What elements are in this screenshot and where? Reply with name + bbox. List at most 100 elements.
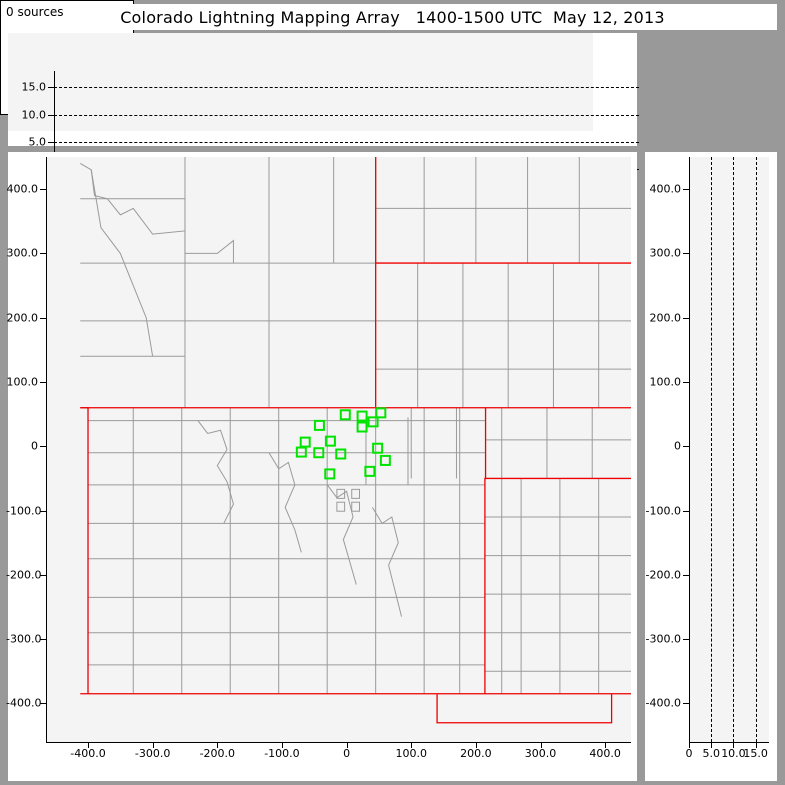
x-tick-label: 100.0 (395, 747, 427, 760)
oklahoma-panhandle-border (436, 693, 613, 724)
y-tick (40, 639, 47, 641)
x-tick (411, 742, 413, 748)
y-tick (40, 189, 47, 191)
y-tick (48, 87, 55, 89)
x-tick-label: 200.0 (460, 747, 492, 760)
co-mountain-line (268, 452, 302, 553)
x-tick-label: -200.0 (199, 747, 236, 760)
y-tick-label: -200.0 (645, 568, 681, 582)
x-tick-label: -300.0 (134, 747, 171, 760)
y-tick-label: 100.0 (6, 375, 39, 389)
x-tick-label: -400.0 (70, 747, 106, 760)
lightning-source-marker (375, 407, 387, 419)
county-boundaries (80, 157, 631, 694)
y-tick (683, 189, 690, 191)
altitude-vs-north-plot-area[interactable] (689, 157, 769, 742)
y-tick (40, 253, 47, 255)
x-tick (711, 742, 713, 748)
x-tick-label: 0 (343, 747, 351, 760)
y-tick (40, 446, 47, 448)
lightning-source-marker (299, 436, 311, 448)
state-boundaries (80, 157, 631, 724)
y-tick-label: -200.0 (6, 568, 42, 582)
y-tick-label: 5.0 (28, 135, 47, 149)
altitude-vs-east-y-axis (54, 71, 55, 169)
denver-metro-county (336, 501, 346, 512)
x-tick-label: -100.0 (264, 747, 300, 760)
y-tick (48, 114, 55, 116)
y-tick (683, 446, 690, 448)
title-bar: Colorado Lightning Mapping Array 1400-15… (8, 4, 777, 30)
y-tick-label: 300.0 (6, 246, 39, 260)
y-tick-label: -100.0 (645, 504, 681, 518)
x-tick (689, 742, 690, 748)
lightning-source-marker (324, 435, 336, 447)
gridline-vertical (755, 157, 757, 742)
co-mountain-line (197, 420, 234, 524)
map-geometry (80, 157, 631, 724)
y-tick-label: 400.0 (649, 182, 682, 196)
wy-mountain-line (107, 198, 234, 264)
altitude-vs-east-panel: 05.010.015.0-400.0-300.0-200.0-100.00100… (8, 33, 639, 186)
gridline-horizontal (54, 87, 639, 89)
co-mountain-line (326, 484, 357, 585)
y-tick-label: -400.0 (6, 696, 42, 710)
x-tick (605, 742, 607, 748)
gridline-horizontal (54, 141, 639, 143)
plan-view-map-panel: -400.0 -300.0 -200.0 -100.0 0 100.0 200.0 300.0… (6, 152, 637, 781)
colorado-west-border (80, 407, 89, 694)
y-tick-label: -100.0 (6, 504, 42, 518)
lightning-source-marker (335, 448, 347, 460)
lightning-source-marker (313, 419, 325, 431)
gridline-horizontal (54, 114, 639, 116)
page-title: Colorado Lightning Mapping Array 1400-15… (120, 7, 665, 27)
altitude-vs-east-plot-area[interactable] (8, 33, 593, 131)
y-tick-label: -300.0 (645, 632, 681, 646)
y-tick (40, 574, 47, 576)
lightning-source-marker (295, 446, 307, 458)
x-tick (540, 742, 542, 748)
wy-west-range (90, 169, 154, 357)
denver-metro-county (351, 501, 361, 512)
lightning-source-marker (324, 468, 336, 480)
y-tick-label: -400.0 (645, 696, 681, 710)
y-tick-label: 200.0 (649, 311, 682, 325)
lightning-source-marker (367, 416, 379, 428)
x-tick-label: 400.0 (589, 747, 621, 760)
altitude-vs-north-x-axis (689, 742, 769, 743)
gridline-vertical (733, 157, 735, 742)
plan-view-map-plot-area[interactable] (46, 157, 631, 742)
lightning-source-marker (356, 410, 368, 422)
x-tick (475, 742, 477, 748)
y-tick (48, 141, 55, 143)
y-tick (683, 510, 690, 512)
lightning-source-marker (356, 421, 368, 433)
lightning-source-marker (339, 409, 351, 421)
x-tick-label: 5.0 (702, 747, 720, 760)
y-tick (40, 510, 47, 512)
x-tick (346, 742, 348, 748)
y-tick-label: 10.0 (21, 108, 47, 122)
x-tick-label: 10.0 (721, 747, 746, 760)
gridline-vertical (711, 157, 713, 742)
altitude-vs-north-panel: 0 5.0 10.0 15.0 -400.0 -300.0 -200.0 -100.0 0 100… (645, 152, 777, 781)
x-tick-label: 300.0 (524, 747, 557, 760)
altitude-vs-north-y-axis (689, 157, 690, 742)
map-y-axis (46, 157, 47, 742)
y-tick-label: -300.0 (6, 632, 42, 646)
y-tick-label: 300.0 (649, 246, 682, 260)
x-tick (217, 742, 219, 748)
x-tick (733, 742, 735, 748)
y-tick (40, 703, 47, 705)
x-tick-label: 15.0 (743, 747, 768, 760)
lightning-source-markers (295, 407, 391, 480)
y-tick (683, 382, 690, 383)
denver-metro-county (351, 488, 361, 499)
y-tick-label: 0 (31, 439, 38, 453)
wy-nw-edge (80, 162, 108, 200)
source-count-label: 0 sources (6, 5, 64, 19)
y-tick (683, 639, 690, 641)
y-tick-label: 0 (674, 439, 681, 453)
x-tick (88, 742, 90, 748)
lightning-source-marker (313, 447, 325, 459)
